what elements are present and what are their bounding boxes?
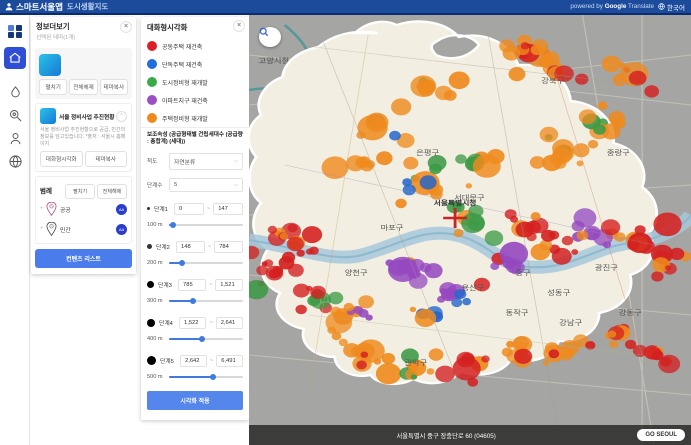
svg-text:중랑구: 중랑구	[607, 148, 630, 157]
svg-text:광진구: 광진구	[595, 263, 618, 272]
svg-text:중구: 중구	[515, 269, 530, 277]
svg-text:관악구: 관악구	[404, 358, 427, 367]
svg-text:은평구: 은평구	[416, 148, 439, 157]
svg-text:서울특별시청: 서울특별시청	[434, 199, 477, 207]
svg-text:고양시청: 고양시청	[259, 56, 290, 65]
svg-text:강동구: 강동구	[619, 308, 642, 317]
svg-text:용산구: 용산구	[461, 283, 484, 292]
svg-text:강남구: 강남구	[559, 318, 582, 327]
svg-text:마포구: 마포구	[380, 224, 403, 232]
svg-text:동작구: 동작구	[506, 308, 529, 317]
svg-text:양천구: 양천구	[345, 268, 368, 277]
svg-text:성동구: 성동구	[547, 289, 570, 297]
svg-text:강북구: 강북구	[541, 76, 564, 85]
